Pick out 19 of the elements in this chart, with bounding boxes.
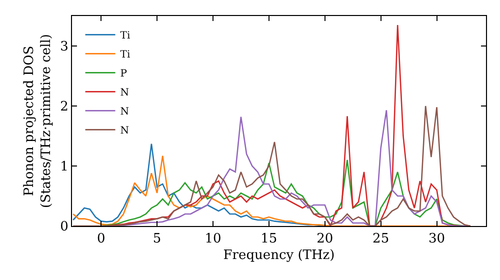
x-tick-label: 25 bbox=[372, 232, 390, 247]
y-axis-title: Phonon projected DOS (States/THz·primitive cell) bbox=[22, 34, 54, 208]
legend-label: Ti bbox=[120, 30, 130, 42]
x-tick-label: 0 bbox=[96, 232, 106, 247]
y-tick-label: 3 bbox=[60, 40, 68, 55]
x-axis-title: Frequency (THz) bbox=[223, 248, 335, 264]
x-tick-label: 15 bbox=[260, 232, 278, 247]
y-tick-label: 1 bbox=[60, 160, 68, 175]
legend-label: N bbox=[120, 126, 130, 137]
legend-label: N bbox=[120, 106, 130, 118]
legend-label: N bbox=[120, 88, 130, 99]
x-tick-label: 10 bbox=[204, 232, 222, 247]
x-tick-label: 5 bbox=[152, 232, 162, 247]
legend-label: P bbox=[120, 68, 128, 80]
y-tick-label: 2 bbox=[60, 100, 68, 115]
x-tick-label: 20 bbox=[316, 232, 334, 247]
x-tick-label: 30 bbox=[428, 232, 446, 247]
legend-label: Ti bbox=[120, 50, 130, 61]
y-tick-label: 0 bbox=[60, 220, 68, 235]
